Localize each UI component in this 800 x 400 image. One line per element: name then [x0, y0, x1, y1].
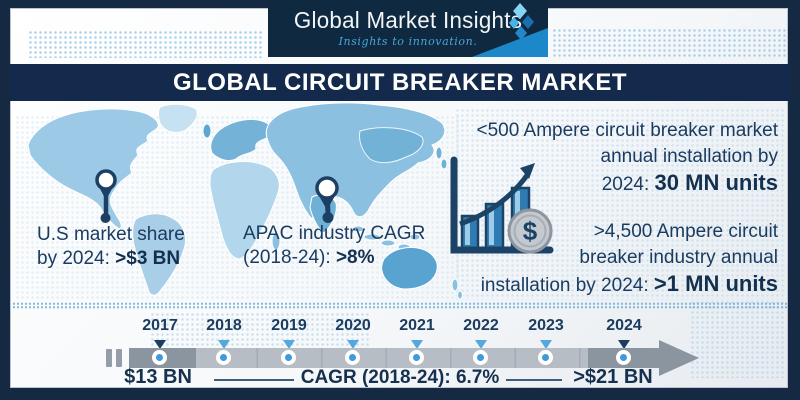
timeline-node: [216, 350, 231, 365]
timeline-end-value: >$21 BN: [573, 366, 653, 388]
svg-text:$: $: [523, 216, 538, 246]
timeline-year: 2017: [142, 317, 178, 334]
high-ampere-value: >1 MN units: [653, 271, 778, 296]
timeline-node: [152, 350, 167, 365]
timeline-arrowhead-icon: [659, 340, 699, 376]
high-ampere-line3: installation by 2024:: [480, 275, 654, 296]
low-ampere-line1: <500 Ampere circuit breaker market: [476, 120, 779, 141]
timeline-year: 2020: [335, 317, 371, 334]
africa: [209, 161, 280, 260]
halftone-dots: [690, 300, 785, 378]
high-ampere-line2: breaker industry annual: [579, 247, 778, 268]
low-ampere-value: 30 MN units: [654, 170, 778, 195]
apac-callout-line1: APAC industry CAGR: [243, 223, 426, 244]
label-divider-line: [506, 379, 562, 381]
apac-callout-line2: (2018-24):: [243, 247, 336, 268]
us-map-pin-icon: [95, 169, 117, 223]
brand-diamond-icon: [509, 3, 534, 40]
uk: [202, 123, 212, 139]
timeline-node: [538, 350, 553, 365]
dollar-coin-icon: $: [507, 208, 553, 254]
timeline-bar-start-tick: [106, 349, 112, 367]
madagascar: [271, 231, 281, 251]
us-callout-line1: U.S market share: [37, 224, 185, 245]
timeline-year-marker: [540, 340, 552, 349]
bar-chart-growth-icon: $: [450, 156, 554, 254]
north-america: [27, 108, 159, 230]
high-ampere-line1: >4,500 Ampere circuit: [593, 221, 778, 242]
australia: [381, 246, 438, 290]
timeline-node: [409, 350, 424, 365]
low-ampere-stat: <500 Ampere circuit breaker market annua…: [433, 118, 779, 198]
timeline-year: 2019: [271, 317, 307, 334]
china: [359, 127, 424, 164]
low-ampere-line3: 2024:: [601, 174, 655, 195]
timeline-year-marker: [347, 340, 359, 349]
timeline-cagr-label: CAGR (2018-24): 6.7%: [300, 367, 500, 388]
timeline-year: 2023: [528, 317, 564, 334]
label-divider-line: [214, 379, 294, 381]
us-callout: U.S market share by 2024: >$3 BN: [37, 223, 185, 271]
halftone-dots: [552, 28, 788, 58]
halftone-dots: [455, 108, 785, 300]
south-america: [132, 213, 187, 296]
apac-callout-value: >8%: [335, 247, 375, 268]
halftone-dots: [150, 312, 370, 352]
world-map: [27, 102, 463, 300]
timeline-bar: [129, 348, 660, 368]
brand-banner: Global Market Insights Insights to innov…: [268, 0, 548, 57]
us-callout-line2: by 2024:: [37, 248, 116, 269]
greenland: [158, 103, 198, 134]
timeline-year: 2018: [206, 317, 242, 334]
us-callout-value: >$3 BN: [115, 248, 181, 269]
brand-name: Global Market Insights: [293, 7, 523, 33]
timeline-node: [473, 350, 488, 365]
dotted-divider: [12, 302, 788, 309]
timeline-year-marker: [218, 340, 230, 349]
timeline-node: [345, 350, 360, 365]
timeline-bar-start-tick: [116, 349, 122, 367]
asia: [265, 102, 446, 220]
halftone-dots: [28, 30, 263, 58]
timeline-year-marker: [154, 340, 166, 349]
timeline-year-marker: [283, 340, 295, 349]
timeline-year: 2022: [463, 317, 499, 334]
timeline-year-marker: [618, 340, 630, 349]
apac-callout: APAC industry CAGR (2018-24): >8%: [243, 222, 425, 270]
timeline-year-marker: [411, 340, 423, 349]
brand-tagline: Insights to innovation.: [338, 35, 478, 48]
high-ampere-stat: >4,500 Ampere circuit breaker industry a…: [433, 219, 778, 299]
low-ampere-line2: annual installation by: [600, 146, 778, 167]
apac-map-pin-icon: [315, 176, 339, 223]
timeline-node: [616, 350, 631, 365]
page-title: GLOBAL CIRCUIT BREAKER MARKET: [10, 64, 790, 101]
timeline-year-marker: [475, 340, 487, 349]
timeline-node: [281, 350, 296, 365]
timeline-start-value: $13 BN: [124, 366, 192, 388]
europe: [210, 118, 272, 162]
timeline-year: 2021: [399, 317, 435, 334]
timeline-year: 2024: [606, 317, 642, 334]
